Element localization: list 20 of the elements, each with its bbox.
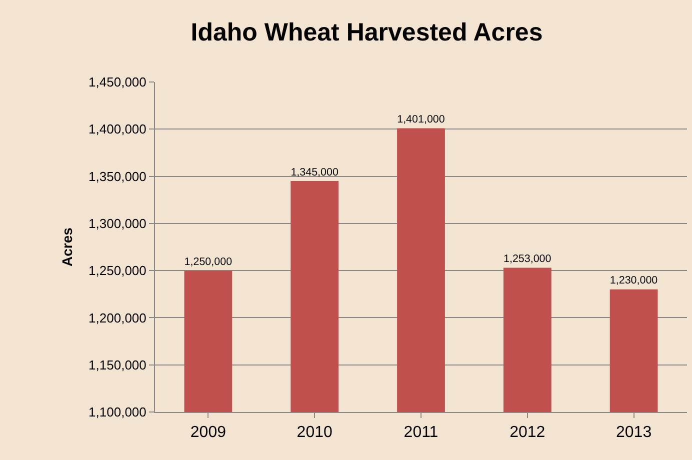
data-label: 1,230,000 (610, 274, 658, 287)
x-tick-label: 2012 (510, 424, 546, 442)
y-tick-label: 1,100,000 (88, 404, 146, 420)
x-tick-label: 2013 (616, 424, 652, 442)
y-tick-label: 1,250,000 (88, 263, 146, 278)
data-label: 1,250,000 (184, 256, 232, 268)
y-tick-label: 1,300,000 (88, 216, 146, 231)
data-label: 1,345,000 (290, 166, 338, 178)
y-tick-label: 1,400,000 (88, 122, 146, 137)
y-axis-title: Acres (59, 227, 76, 266)
y-tick-label: 1,350,000 (88, 168, 146, 184)
data-label: 1,253,000 (503, 253, 552, 266)
x-tick-label: 2011 (404, 424, 438, 442)
x-tick-label: 2009 (190, 424, 226, 442)
x-tick-label: 2010 (296, 424, 332, 442)
chart-title: Idaho Wheat Harvested Acres (190, 18, 543, 46)
data-label: 1,401,000 (397, 114, 445, 126)
y-tick-label: 1,150,000 (88, 357, 146, 372)
y-tick-label: 1,200,000 (88, 310, 146, 326)
y-tick-label: 1,450,000 (88, 74, 146, 90)
